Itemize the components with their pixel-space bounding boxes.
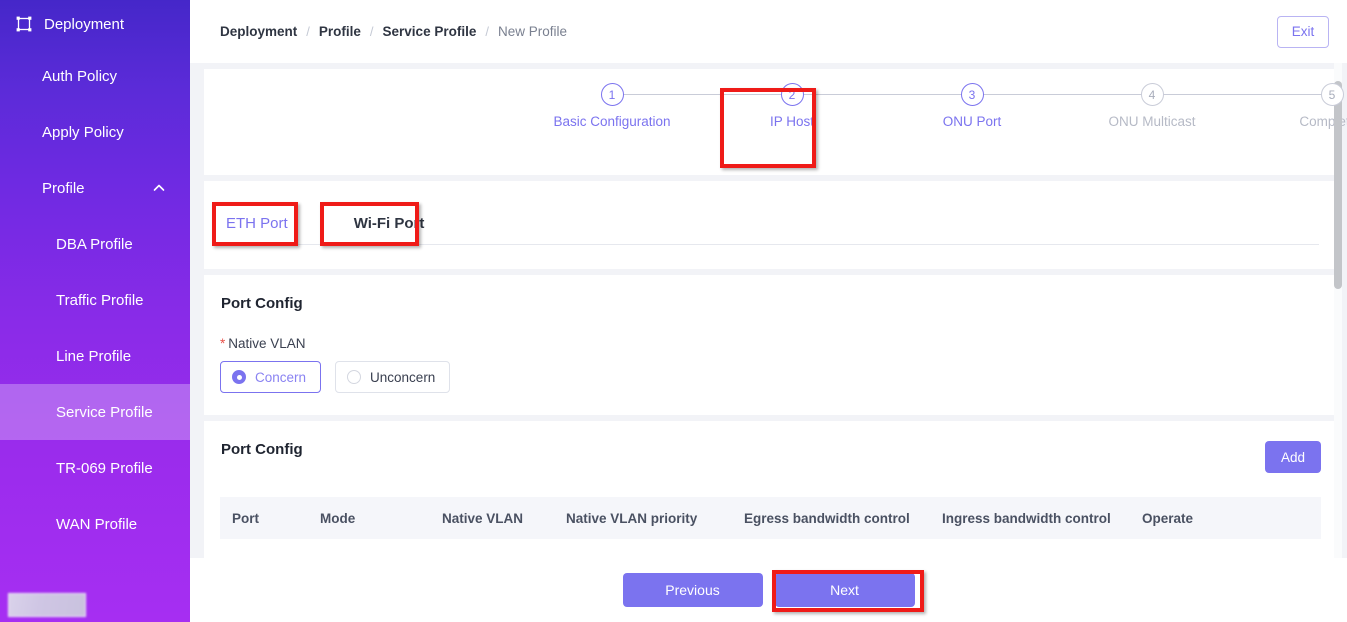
sidebar-item-service-profile[interactable]: Service Profile	[0, 384, 190, 440]
radio-dot-icon	[232, 370, 246, 384]
sidebar-item-line-profile[interactable]: Line Profile	[0, 328, 190, 384]
sidebar-item-label: Line Profile	[56, 347, 132, 365]
radio-label: Concern	[255, 369, 307, 385]
sidebar-item-label: Traffic Profile	[56, 291, 144, 309]
sidebar-item-tr-069-profile[interactable]: TR-069 Profile	[0, 440, 190, 496]
required-asterisk: *	[220, 336, 226, 351]
sidebar-item-label: Apply Policy	[42, 123, 124, 141]
breadcrumb-item-new-profile: New Profile	[497, 24, 567, 39]
table-header: Port Mode Native VLAN Native VLAN priori…	[220, 497, 1321, 539]
sidebar-item-wan-profile[interactable]: WAN Profile	[0, 496, 190, 552]
col-native-vlan[interactable]: Native VLAN	[430, 497, 554, 539]
redacted-badge	[8, 593, 86, 617]
stepper-connector	[792, 94, 972, 95]
sidebar-root-label: Deployment	[44, 15, 125, 33]
sidebar-item-label: Auth Policy	[42, 67, 118, 85]
col-native-vlan-priority[interactable]: Native VLAN priority	[554, 497, 732, 539]
step-number: 4	[1140, 83, 1164, 106]
sidebar-item-profile[interactable]: Profile	[0, 160, 190, 216]
tab-list: ETH Port Wi-Fi Port	[222, 181, 1319, 245]
tab-wifi-port[interactable]: Wi-Fi Port	[353, 215, 425, 232]
breadcrumb-item-deployment[interactable]: Deployment	[220, 24, 298, 39]
step-2-ip-host[interactable]: 2 IP Host	[717, 83, 867, 129]
breadcrumb-separator: /	[306, 24, 310, 39]
sidebar-item-dba-profile[interactable]: DBA Profile	[0, 216, 190, 272]
next-button[interactable]: Next	[774, 573, 915, 607]
sidebar: Deployment Auth Policy Apply Policy Prof…	[0, 0, 190, 622]
sidebar-item-apply-policy[interactable]: Apply Policy	[0, 104, 190, 160]
radio-concern[interactable]: Concern	[220, 361, 322, 393]
native-vlan-label: * Native VLAN	[220, 336, 1321, 351]
breadcrumb-separator: /	[369, 24, 374, 39]
col-port[interactable]: Port	[220, 497, 308, 539]
sidebar-item-label: TR-069 Profile	[56, 459, 153, 477]
radio-label: Unconcern	[370, 369, 436, 385]
breadcrumb-item-profile[interactable]: Profile	[318, 24, 361, 39]
table-toolbar: Port Config Add	[220, 441, 1321, 473]
sidebar-item-label: DBA Profile	[56, 235, 133, 253]
add-button[interactable]: Add	[1265, 441, 1321, 473]
port-config-form-title: Port Config	[221, 295, 303, 312]
col-ingress-bandwidth-control[interactable]: Ingress bandwidth control	[930, 497, 1130, 539]
col-operate[interactable]: Operate	[1130, 497, 1321, 539]
previous-button[interactable]: Previous	[622, 573, 763, 607]
step-label: ONU Multicast	[1108, 114, 1196, 129]
tab-eth-port[interactable]: ETH Port	[222, 215, 292, 245]
col-egress-bandwidth-control[interactable]: Egress bandwidth control	[732, 497, 930, 539]
port-config-table-card: Port Config Add Port Mode Native VLAN Na…	[204, 421, 1337, 558]
step-3-onu-port[interactable]: 3 ONU Port	[897, 83, 1047, 129]
step-label: IP Host	[769, 114, 815, 129]
step-label: ONU Port	[942, 114, 1002, 129]
step-label: Basic Configuration	[553, 114, 671, 129]
col-mode[interactable]: Mode	[308, 497, 430, 539]
breadcrumb-separator: /	[485, 24, 489, 39]
sidebar-item-auth-policy[interactable]: Auth Policy	[0, 48, 190, 104]
step-number: 5	[1320, 83, 1344, 106]
scroll-viewport: 1 Basic Configuration 2 IP Host 3 ONU Po…	[190, 63, 1347, 558]
native-vlan-label-text: Native VLAN	[228, 336, 306, 351]
step-number: 2	[780, 83, 804, 106]
main-content: Deployment / Profile / Service Profile /…	[190, 0, 1347, 622]
exit-button[interactable]: Exit	[1277, 15, 1329, 48]
port-config-table: Port Mode Native VLAN Native VLAN priori…	[220, 497, 1321, 539]
radio-dot-icon	[347, 370, 362, 384]
step-number: 1	[600, 83, 624, 106]
vertical-scrollbar[interactable]	[1334, 63, 1342, 558]
table-header-row: Port Mode Native VLAN Native VLAN priori…	[220, 497, 1321, 539]
native-vlan-radio-group: Concern Unconcern	[220, 361, 1321, 393]
stepper-track: 1 Basic Configuration 2 IP Host 3 ONU Po…	[204, 69, 1347, 175]
sidebar-item-label: Service Profile	[56, 403, 153, 421]
stepper-connector	[612, 94, 792, 95]
step-number: 3	[960, 83, 984, 106]
scrollbar-thumb[interactable]	[1334, 81, 1342, 289]
port-config-table-title: Port Config	[221, 441, 303, 458]
port-type-tabs: ETH Port Wi-Fi Port	[204, 181, 1337, 269]
sidebar-item-traffic-profile[interactable]: Traffic Profile	[0, 272, 190, 328]
port-config-form-card: Port Config * Native VLAN Concern Unconce…	[204, 275, 1337, 415]
sidebar-item-label: Profile	[42, 179, 85, 197]
wizard-footer: Previous Next	[190, 558, 1347, 622]
sidebar-item-label: WAN Profile	[56, 515, 138, 533]
stepper-connector	[1152, 94, 1332, 95]
sidebar-root-deployment[interactable]: Deployment	[0, 0, 190, 48]
wizard-stepper: 1 Basic Configuration 2 IP Host 3 ONU Po…	[204, 69, 1347, 175]
breadcrumb-item-service-profile[interactable]: Service Profile	[382, 24, 477, 39]
deployment-frame-icon	[12, 12, 36, 36]
step-4-onu-multicast[interactable]: 4 ONU Multicast	[1077, 83, 1227, 129]
breadcrumb: Deployment / Profile / Service Profile /…	[220, 24, 567, 39]
radio-unconcern[interactable]: Unconcern	[335, 361, 451, 393]
stepper-connector	[972, 94, 1152, 95]
chevron-up-icon	[152, 181, 166, 195]
step-1-basic-configuration[interactable]: 1 Basic Configuration	[537, 83, 687, 129]
breadcrumb-bar: Deployment / Profile / Service Profile /…	[190, 0, 1347, 63]
